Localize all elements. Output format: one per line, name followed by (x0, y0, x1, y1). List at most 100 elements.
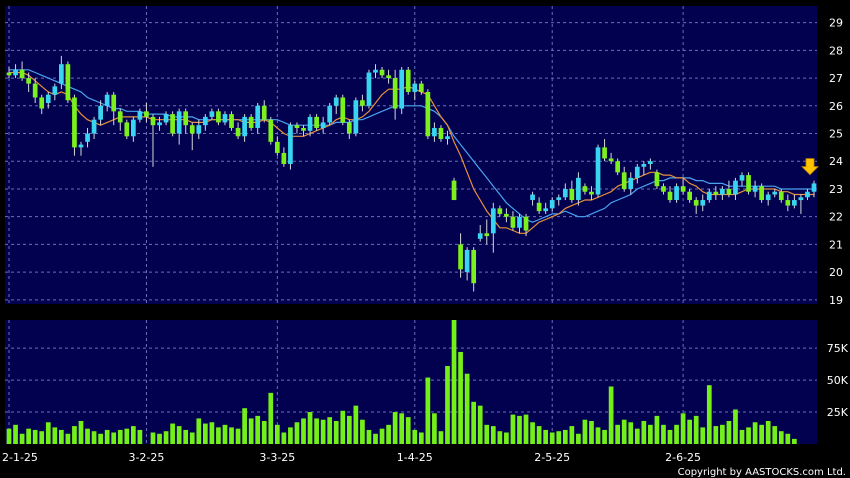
volume-bar (98, 433, 103, 444)
volume-bar (438, 431, 444, 444)
volume-bar (314, 418, 319, 444)
candle-body (229, 114, 234, 128)
copyright-text: Copyright by AASTOCKS.com Ltd. (678, 467, 846, 478)
volume-bar (654, 415, 660, 444)
candle-body (706, 191, 712, 201)
candle-body (438, 127, 444, 140)
price-tick-label: 27 (829, 72, 843, 85)
price-axis: 19 20 21 22 23 24 25 26 27 28 29 (829, 17, 843, 307)
volume-bar (752, 422, 758, 444)
candle-body (314, 116, 319, 128)
candle-body (137, 111, 143, 120)
candle-body (52, 86, 58, 95)
candle-body (255, 105, 261, 128)
volume-bar (648, 424, 653, 444)
candle-body (713, 191, 719, 195)
volume-bar (281, 432, 287, 444)
date-tick-label: 2-1-25 (2, 451, 38, 464)
candle-body (497, 208, 503, 214)
candle-body (752, 186, 758, 192)
volume-bar (59, 429, 64, 444)
date-tick-label: 1-4-25 (397, 451, 433, 464)
volume-bar (641, 420, 647, 444)
candle-body (353, 100, 359, 134)
price-tick-label: 29 (829, 17, 843, 30)
candle-body (510, 216, 516, 228)
candle-body (772, 191, 778, 195)
volume-bar (6, 428, 12, 444)
candle-body (759, 186, 764, 201)
volume-bar (333, 420, 339, 444)
candle-body (111, 94, 117, 112)
price-tick-label: 19 (829, 294, 843, 307)
candle-body (144, 111, 149, 117)
volume-bar (458, 351, 463, 444)
volume-bar (562, 429, 568, 444)
candle-body (785, 200, 791, 206)
candle-body (451, 180, 457, 201)
volume-bar (621, 419, 627, 444)
candle-body (307, 116, 313, 131)
volume-bar (268, 392, 274, 444)
volume-bar (13, 424, 18, 444)
volume-bar (497, 431, 503, 444)
candle-body (78, 144, 84, 148)
volume-bar (674, 424, 679, 444)
candle-body (366, 72, 372, 106)
candle-body (471, 249, 477, 284)
volume-bar (261, 420, 267, 444)
candle-body (661, 186, 666, 192)
volume-bar (248, 418, 254, 444)
candle-body (301, 127, 306, 131)
candle-body (405, 69, 411, 92)
candle-body (582, 186, 588, 192)
volume-tick-label: 25K (827, 406, 849, 419)
volume-bar (595, 427, 601, 444)
candle-body (261, 105, 267, 120)
moving-average-lines (9, 69, 814, 234)
candle-body (726, 188, 732, 195)
volume-bar (52, 427, 58, 444)
volume-bar (687, 419, 693, 444)
volume-bar (91, 431, 97, 444)
volume-bar (19, 433, 25, 444)
candle-body (216, 111, 221, 123)
candle-body (130, 119, 136, 137)
volume-bar (360, 419, 365, 444)
candle-body (72, 97, 77, 148)
volume-bar (778, 431, 784, 444)
candle-body (543, 208, 549, 212)
candle-body (517, 216, 522, 228)
volume-bar (124, 428, 130, 444)
candle-body (549, 200, 555, 209)
volume-bar (255, 415, 261, 444)
candle-body (124, 122, 130, 137)
candle-body (648, 161, 653, 165)
volume-bar (464, 373, 470, 444)
volume-bar (78, 420, 84, 444)
volume-bar (628, 422, 634, 444)
candle-body (418, 83, 424, 92)
candle-body (281, 152, 287, 165)
volume-bar (720, 424, 725, 444)
volume-bar (117, 429, 123, 444)
price-tick-label: 24 (829, 155, 843, 168)
candle-body (379, 69, 385, 76)
volume-bar (183, 429, 189, 444)
volume-bar (490, 426, 496, 444)
price-tick-label: 22 (829, 211, 843, 224)
candle-body (765, 194, 771, 201)
volume-bar (366, 429, 372, 444)
candle-body (268, 119, 274, 142)
volume-bar (130, 426, 136, 444)
volume-bar (484, 424, 490, 444)
volume-bar (104, 429, 110, 444)
volume-bar (320, 419, 326, 444)
volume-bar (549, 432, 555, 444)
volume-bar (477, 405, 483, 444)
candle-body (608, 158, 614, 162)
volume-bar (150, 432, 156, 444)
volume-bar (163, 431, 169, 444)
volume-bar (739, 429, 745, 444)
